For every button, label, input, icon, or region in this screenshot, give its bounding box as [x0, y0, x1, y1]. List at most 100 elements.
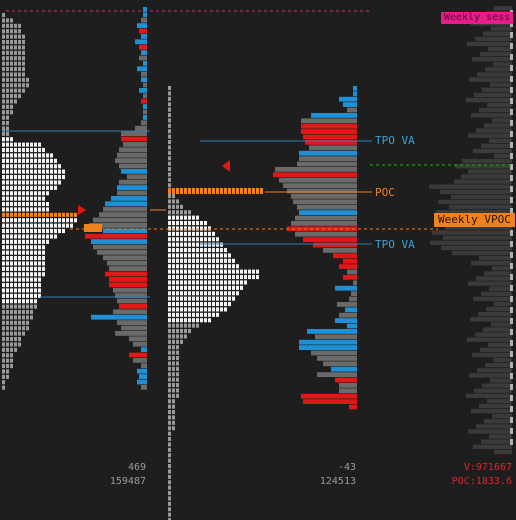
- tpo-poc-block: [196, 188, 199, 194]
- tpo-block: [168, 383, 171, 388]
- tpo-block: [232, 258, 235, 263]
- tpo-block: [2, 304, 5, 309]
- tpo-block: [10, 202, 13, 207]
- tpo-block: [30, 164, 33, 169]
- tpo-block: [184, 334, 187, 339]
- tpo-block: [192, 253, 195, 258]
- tpo-block: [180, 258, 183, 263]
- tpo-poc-block: [228, 188, 231, 194]
- tpo-block: [10, 304, 13, 309]
- tpo-block: [10, 18, 13, 23]
- tpo-block: [42, 212, 45, 217]
- tpo-block: [14, 261, 17, 266]
- tpo-block: [38, 245, 41, 250]
- tpo-block: [192, 269, 195, 274]
- weekly-volume-bar: [494, 301, 512, 307]
- tpo-block: [200, 307, 203, 312]
- tpo-block: [26, 320, 29, 325]
- tpo-block: [46, 185, 49, 190]
- volume-bar: [283, 183, 357, 188]
- tpo-block: [168, 415, 171, 420]
- tpo-block: [14, 310, 17, 315]
- tpo-block: [50, 223, 53, 228]
- tpo-block: [172, 248, 175, 253]
- tpo-block: [6, 18, 9, 23]
- tpo-block: [168, 361, 171, 366]
- tpo-poc-block: [248, 188, 251, 194]
- tpo-block: [204, 312, 207, 317]
- tpo-block: [212, 242, 215, 247]
- tpo-block: [192, 285, 195, 290]
- tpo-block: [2, 29, 5, 34]
- tpo-block: [30, 142, 33, 147]
- tpo-block: [168, 496, 171, 501]
- weekly-volume-bar: [468, 169, 512, 174]
- tpo-block: [42, 175, 45, 180]
- tpo-block: [2, 337, 5, 342]
- tpo-block: [216, 312, 219, 317]
- tpo-block: [6, 299, 9, 304]
- volume-bar: [347, 107, 357, 113]
- weekly-volume-bar: [494, 6, 512, 11]
- tpo-block: [212, 231, 215, 236]
- volume-bar: [115, 293, 147, 298]
- price-scale-tick: [510, 384, 513, 390]
- tpo-block: [212, 296, 215, 301]
- tpo-block: [176, 237, 179, 242]
- tpo-block: [26, 212, 29, 217]
- tpo-block: [34, 234, 37, 239]
- tpo-block: [18, 185, 21, 190]
- weekly-volume-bar: [441, 245, 512, 251]
- volume-profile-2: [273, 86, 357, 410]
- tpo-block: [50, 229, 53, 234]
- tpo-poc-block: [244, 188, 247, 194]
- tpo-block: [6, 337, 9, 342]
- tpo-block: [6, 164, 9, 169]
- tpo-block: [10, 180, 13, 185]
- tpo-block: [2, 320, 5, 325]
- weekly-volume-bar: [438, 199, 512, 205]
- tpo-block: [168, 156, 171, 161]
- tpo-block: [228, 296, 231, 301]
- tpo-block: [184, 329, 187, 334]
- tpo-block: [236, 269, 239, 274]
- tpo-block: [176, 393, 179, 398]
- tpo-block: [2, 380, 5, 385]
- tpo-block: [38, 158, 41, 163]
- tpo-block: [180, 323, 183, 328]
- tpo-block: [58, 212, 61, 217]
- tpo-block: [2, 218, 5, 223]
- weekly-volume-bar: [480, 51, 512, 57]
- tpo-block: [208, 291, 211, 296]
- tpo-block: [22, 164, 25, 169]
- tpo-block: [22, 158, 25, 163]
- volume-bar: [117, 152, 147, 158]
- weekly-volume-bar: [484, 419, 512, 424]
- volume-bar: [333, 253, 357, 259]
- tpo-block: [168, 404, 171, 409]
- tpo-va-top-label: TPO VA: [375, 134, 415, 147]
- tpo-block: [172, 210, 175, 215]
- tpo-block: [6, 239, 9, 244]
- tpo-block: [26, 315, 29, 320]
- tpo-block: [22, 331, 25, 336]
- tpo-poc-block: [184, 188, 187, 194]
- tpo-block: [192, 231, 195, 236]
- tpo-block: [192, 275, 195, 280]
- tpo-block: [224, 253, 227, 258]
- tpo-block: [168, 177, 171, 182]
- tpo-block: [192, 237, 195, 242]
- tpo-block: [2, 121, 5, 126]
- tpo-block: [10, 67, 13, 72]
- price-scale-tick: [510, 120, 513, 126]
- tpo-block: [14, 315, 17, 320]
- tpo-block: [220, 280, 223, 285]
- tpo-block: [172, 377, 175, 382]
- tpo-block: [196, 264, 199, 269]
- tpo-block: [168, 437, 171, 442]
- tpo-block: [2, 310, 5, 315]
- price-scale-tick: [510, 153, 513, 159]
- volume-bar: [143, 109, 147, 115]
- tpo-block: [176, 366, 179, 371]
- tpo-block: [216, 253, 219, 258]
